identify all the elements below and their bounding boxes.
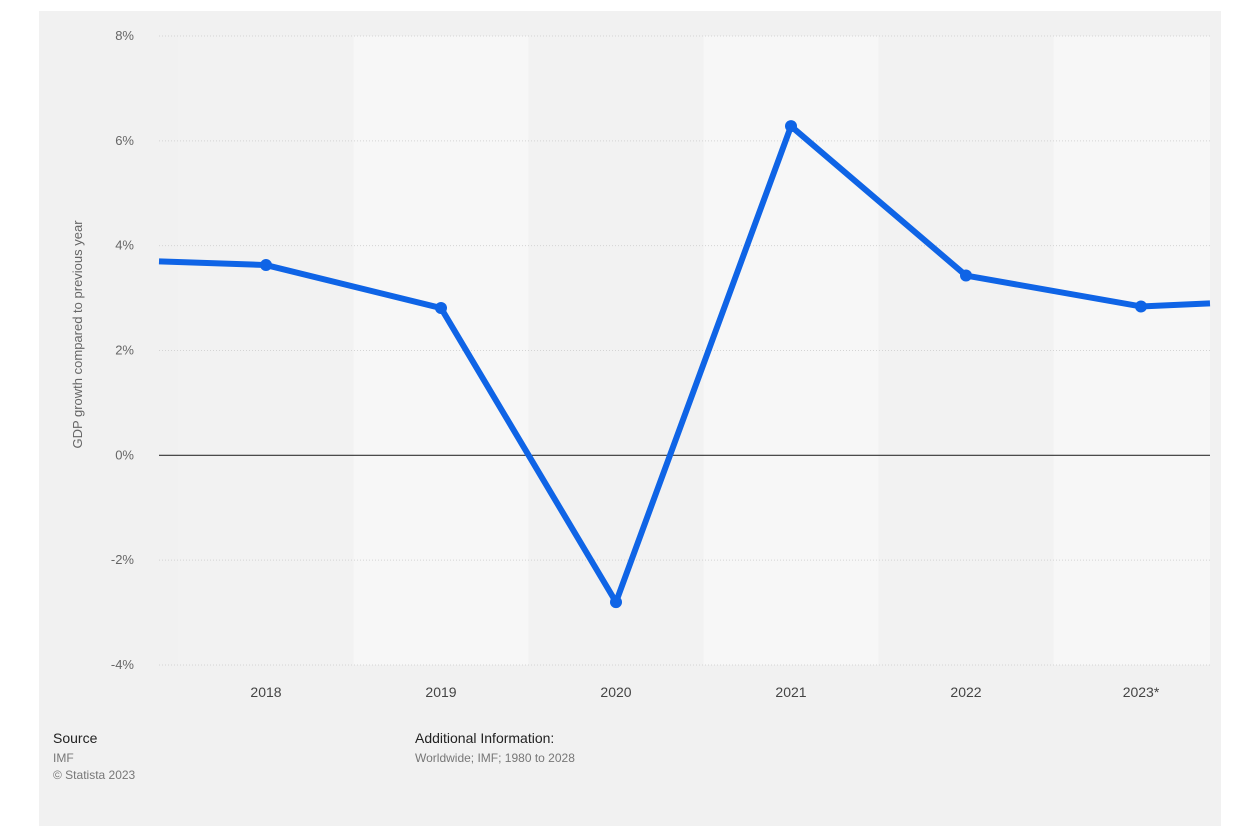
x-tick-label: 2018 (250, 684, 281, 700)
source-block: Source IMF © Statista 2023 (53, 729, 135, 784)
data-point (1135, 300, 1147, 313)
y-axis-label: GDP growth compared to previous year (70, 220, 85, 449)
additional-info-label: Additional Information: (415, 730, 555, 746)
y-tick-label: 2% (115, 343, 134, 358)
data-point (435, 302, 447, 315)
series-group (158, 120, 1211, 609)
x-tick-label: 2022 (950, 684, 981, 700)
series-line (158, 123, 1211, 606)
source-value: IMF (53, 751, 74, 765)
additional-info-value: Worldwide; IMF; 1980 to 2028 (415, 751, 575, 765)
x-axis-ticks: 2018 2019 2020 2021 2022 2023* (250, 684, 1159, 700)
x-tick-label: 2020 (600, 684, 631, 700)
x-tick-label: 2019 (425, 684, 456, 700)
y-tick-label: 0% (115, 447, 134, 462)
y-tick-label: 6% (115, 133, 134, 148)
gridlines (159, 35, 1210, 666)
y-tick-label: -2% (111, 552, 135, 567)
y-tick-label: 8% (115, 28, 134, 43)
source-label: Source (53, 730, 98, 746)
y-axis-ticks: -4% -2% 0% 2% 4% 6% 8% (111, 28, 135, 672)
x-tick-label: 2023* (1123, 684, 1160, 700)
y-tick-label: 4% (115, 238, 134, 253)
data-point (260, 259, 272, 272)
y-tick-label: -4% (111, 657, 135, 672)
additional-info-block: Additional Information: Worldwide; IMF; … (415, 729, 575, 767)
x-tick-label: 2021 (775, 684, 806, 700)
copyright-text: © Statista 2023 (53, 768, 136, 782)
data-point (610, 596, 622, 609)
data-point (785, 120, 797, 133)
data-point (960, 269, 972, 282)
